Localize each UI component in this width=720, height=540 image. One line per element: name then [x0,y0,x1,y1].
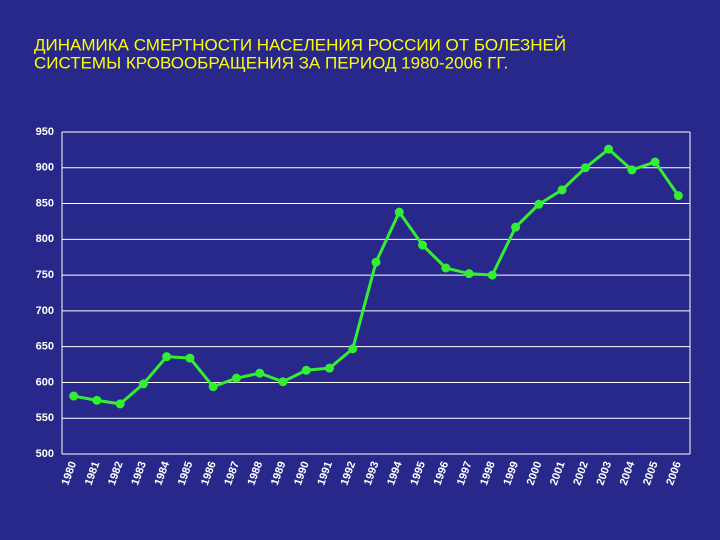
point [534,199,544,209]
point [394,207,404,217]
y-tick-label: 850 [36,197,54,209]
point [673,191,683,201]
point [441,263,451,273]
y-tick-label: 500 [36,448,54,460]
point [627,165,637,175]
y-tick-label: 550 [36,412,54,424]
point [371,257,381,267]
point [487,270,497,280]
y-tick-label: 600 [36,376,54,388]
point [580,163,590,173]
y-tick-label: 900 [36,162,54,174]
y-tick-label: 750 [36,269,54,281]
y-tick-label: 950 [36,126,54,138]
point [348,344,358,354]
chart-title: СИСТЕМЫ КРОВООБРАЩЕНИЯ ЗА ПЕРИОД 1980-20… [34,53,508,72]
y-tick-label: 650 [36,341,54,353]
point [650,157,660,167]
y-tick-label: 700 [36,305,54,317]
point [604,144,614,154]
point [278,377,288,387]
point [115,399,125,409]
point [557,185,567,195]
point [511,222,521,232]
point [464,269,474,279]
point [92,395,102,405]
point [185,353,195,363]
point [255,368,265,378]
y-tick-label: 800 [36,233,54,245]
point [231,373,241,383]
point [138,379,148,389]
point [301,365,311,375]
point [69,391,79,401]
point [162,352,172,362]
point [324,363,334,373]
point [208,382,218,392]
chart-title: ДИНАМИКА СМЕРТНОСТИ НАСЕЛЕНИЯ РОССИИ ОТ … [34,35,566,54]
point [418,240,428,250]
